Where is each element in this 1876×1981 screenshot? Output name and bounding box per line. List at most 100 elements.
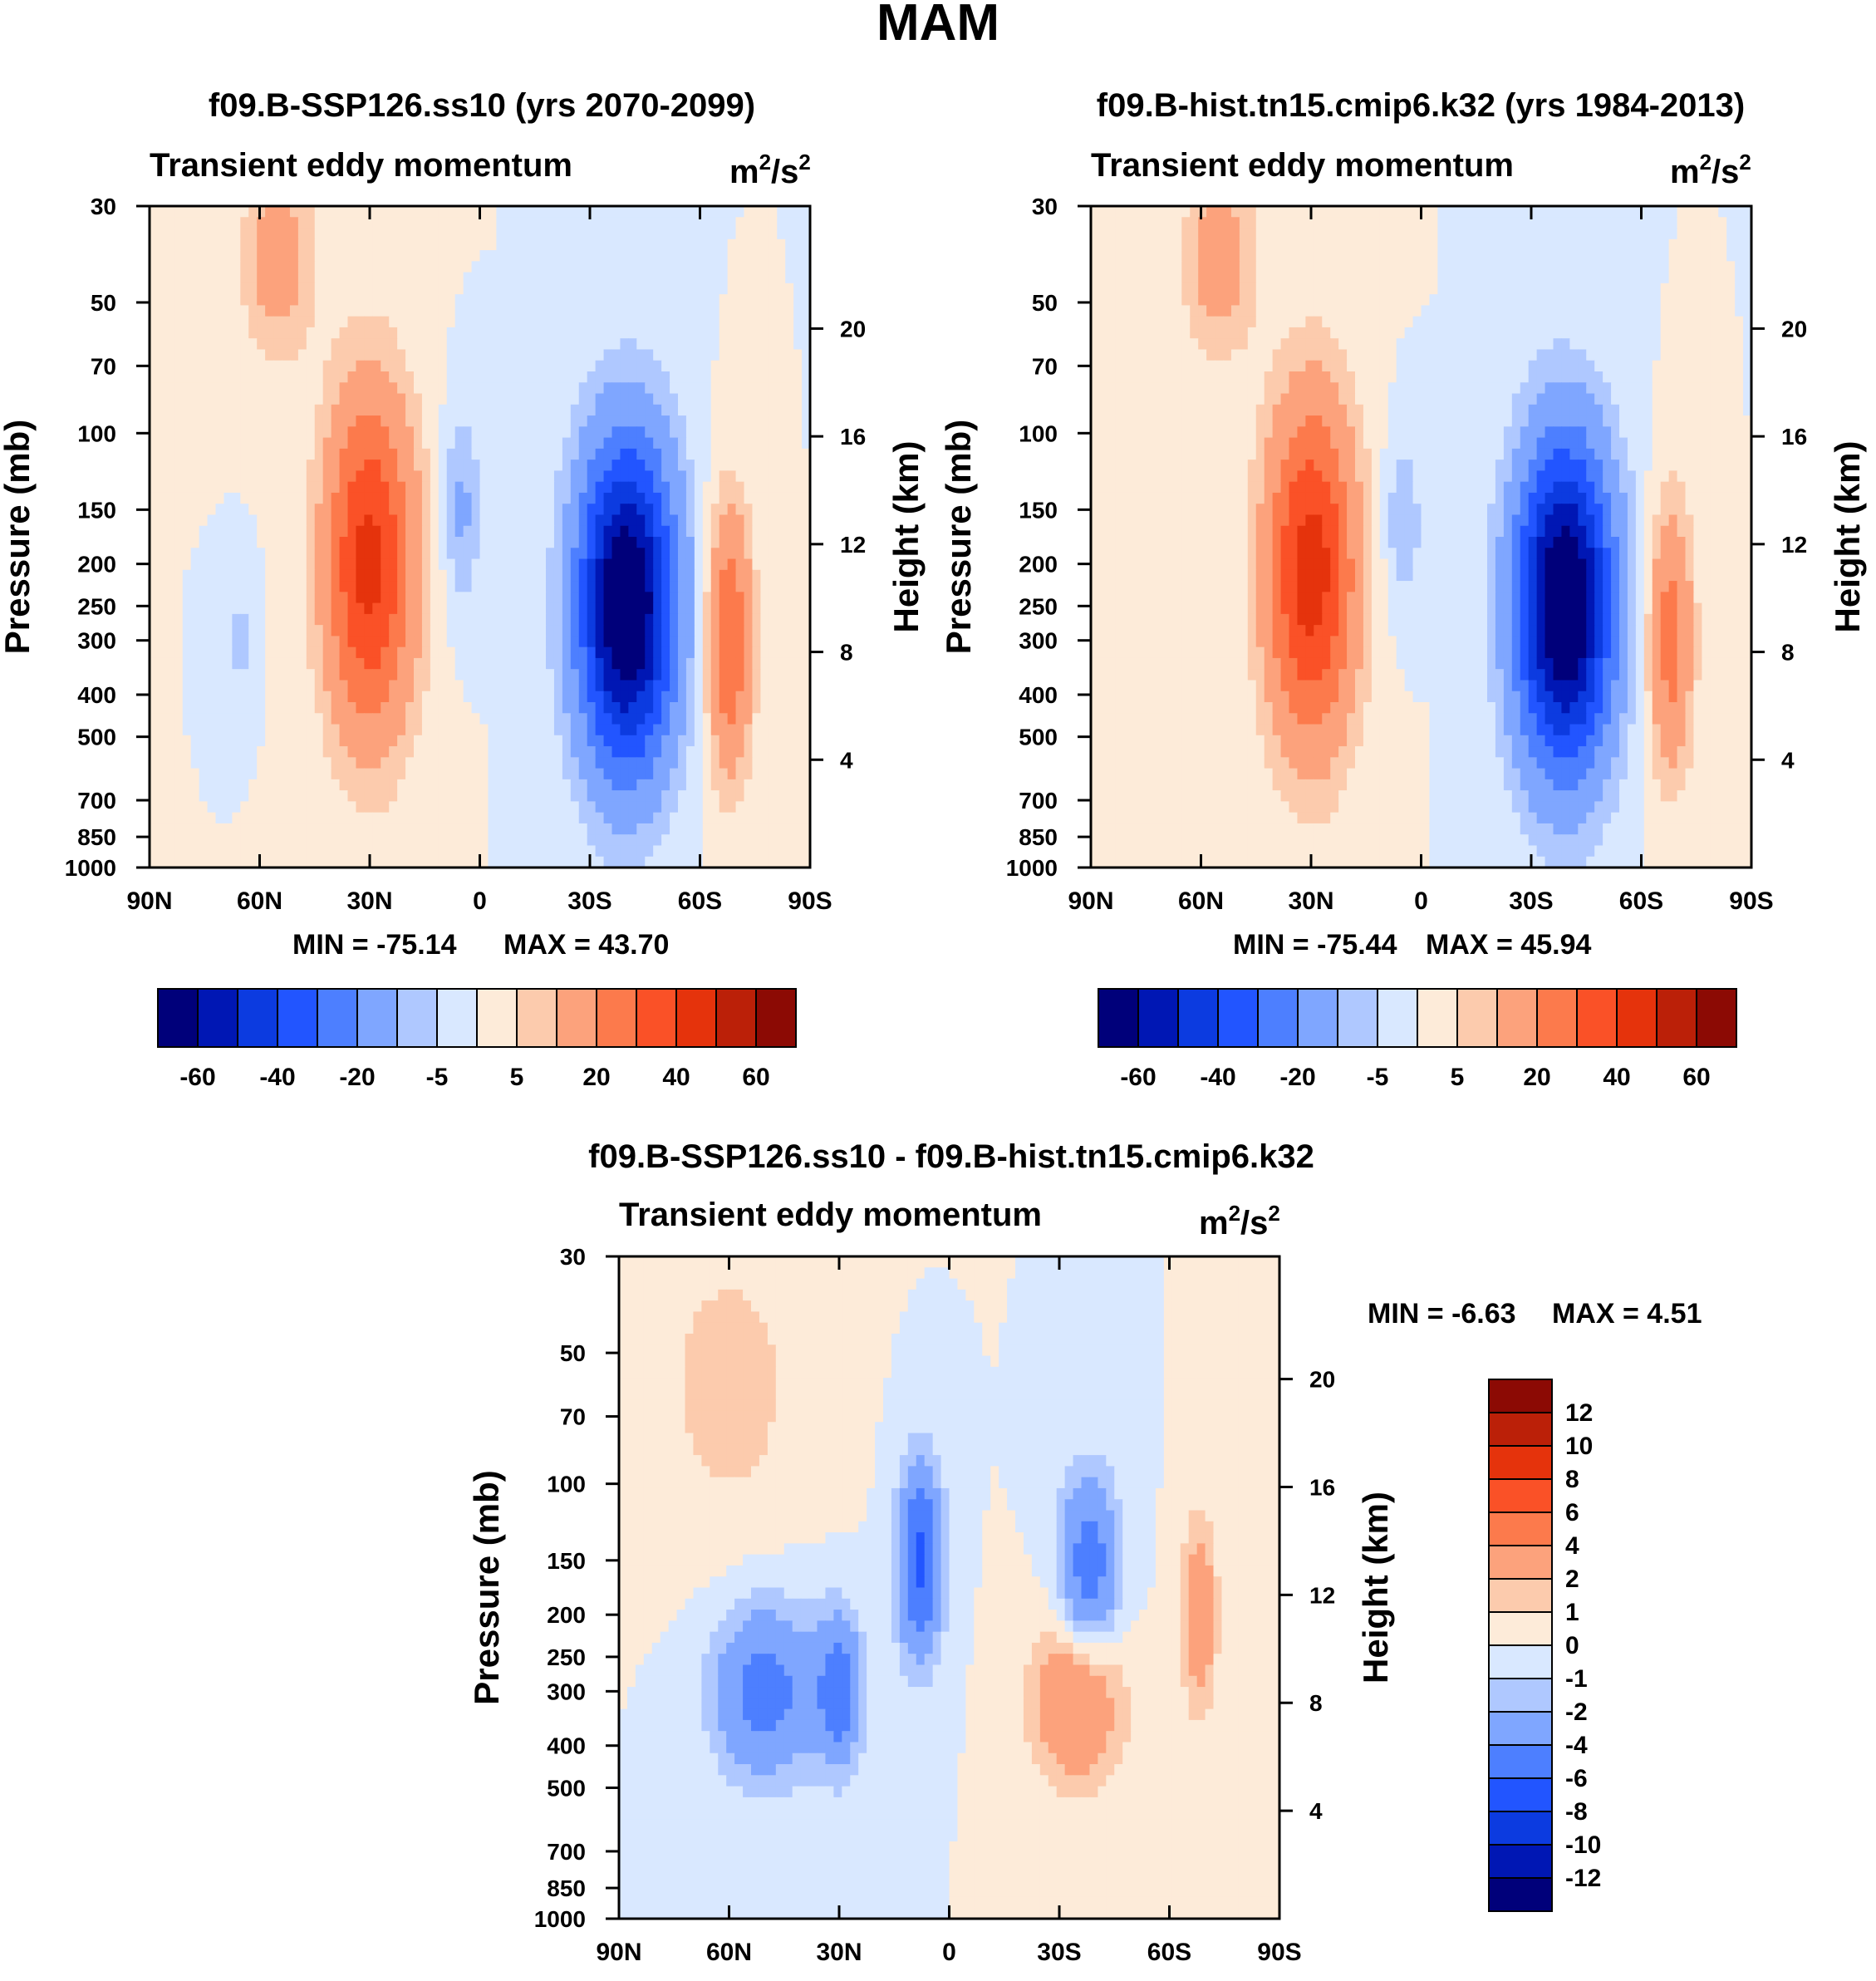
contour-cell <box>521 691 530 703</box>
contour-cell <box>174 845 184 858</box>
contour-cell <box>454 790 464 802</box>
contour-cell <box>587 613 597 626</box>
contour-cell <box>578 470 588 483</box>
contour-cell <box>752 294 761 306</box>
contour-cell <box>381 261 390 273</box>
contour-cell <box>421 581 431 592</box>
contour-cell <box>430 713 440 725</box>
contour-cell <box>331 283 341 295</box>
contour-cell <box>479 316 489 328</box>
contour-cell <box>719 448 729 460</box>
contour-cell <box>595 404 605 416</box>
contour-cell <box>454 801 464 814</box>
contour-cell <box>372 426 381 439</box>
contour-cell <box>529 636 538 648</box>
contour-cell <box>289 470 299 483</box>
contour-cell <box>207 548 217 560</box>
contour-cell <box>578 724 588 736</box>
contour-cell <box>190 415 200 427</box>
contour-cell <box>389 283 398 295</box>
contour-cell <box>150 702 159 714</box>
contour-cell <box>381 790 390 802</box>
contour-cell <box>314 823 324 835</box>
contour-cell <box>496 415 505 427</box>
contour-cell <box>314 238 324 251</box>
contour-cell <box>752 206 761 218</box>
contour-cell <box>562 371 572 383</box>
contour-cell <box>529 437 538 450</box>
contour-cell <box>769 393 778 406</box>
contour-cell <box>248 360 258 372</box>
contour-cell <box>421 757 431 769</box>
contour-cell <box>240 283 249 295</box>
contour-cell <box>471 261 481 273</box>
contour-cell <box>165 272 175 284</box>
contour-cell <box>513 746 522 758</box>
contour-cell <box>595 790 605 802</box>
contour-cell <box>752 779 761 791</box>
contour-cell <box>1437 206 1446 218</box>
contour-cell <box>257 327 266 339</box>
contour-cell <box>438 602 448 615</box>
contour-cell <box>430 834 440 847</box>
contour-cell <box>1107 217 1117 229</box>
contour-cell <box>356 294 365 306</box>
contour-cell <box>182 492 192 504</box>
contour-cell <box>322 492 332 504</box>
contour-cell <box>670 206 679 218</box>
contour-cell <box>190 437 200 450</box>
contour-cell <box>322 294 332 306</box>
contour-cell <box>670 702 679 714</box>
contour-cell <box>174 812 184 824</box>
contour-cell <box>521 316 530 328</box>
contour-cell <box>165 305 175 317</box>
contour-cell <box>331 801 341 814</box>
contour-cell <box>521 646 530 659</box>
contour-cell <box>265 558 274 571</box>
contour-cell <box>504 316 513 328</box>
contour-cell <box>199 492 209 504</box>
contour-cell <box>694 327 704 339</box>
contour-cell <box>553 404 563 416</box>
contour-cell <box>157 404 167 416</box>
contour-cell <box>670 415 679 427</box>
contour-cell <box>356 448 365 460</box>
contour-cell <box>595 283 605 295</box>
contour-cell <box>430 646 440 659</box>
contour-cell <box>685 581 695 592</box>
contour-cell <box>603 250 613 262</box>
contour-cell <box>636 569 646 582</box>
contour-cell <box>232 801 241 814</box>
contour-cell <box>405 250 415 262</box>
contour-cell <box>297 790 307 802</box>
contour-cell <box>570 680 580 692</box>
contour-cell <box>223 625 233 637</box>
contour-cell <box>265 250 274 262</box>
contour-cell <box>744 426 754 439</box>
contour-cell <box>521 548 530 560</box>
contour-cell <box>322 217 332 229</box>
contour-cell <box>611 492 621 504</box>
contour-cell <box>802 834 811 847</box>
contour-cell <box>496 790 505 802</box>
contour-cell <box>727 625 737 637</box>
contour-cell <box>165 613 175 626</box>
contour-cell <box>157 691 167 703</box>
contour-cell <box>331 768 341 780</box>
contour-cell <box>430 470 440 483</box>
contour-cell <box>306 294 316 306</box>
contour-cell <box>438 327 448 339</box>
contour-cell <box>223 592 233 604</box>
contour-cell <box>777 646 786 659</box>
contour-cell <box>570 426 580 439</box>
contour-cell <box>150 691 159 703</box>
contour-cell <box>504 525 513 538</box>
contour-cell <box>174 680 184 692</box>
contour-cell <box>645 261 654 273</box>
contour-cell <box>381 206 390 218</box>
contour-cell <box>694 481 704 494</box>
contour-cell <box>223 283 233 295</box>
contour-cell <box>322 569 332 582</box>
contour-cell <box>421 261 431 273</box>
contour-cell <box>496 327 505 339</box>
